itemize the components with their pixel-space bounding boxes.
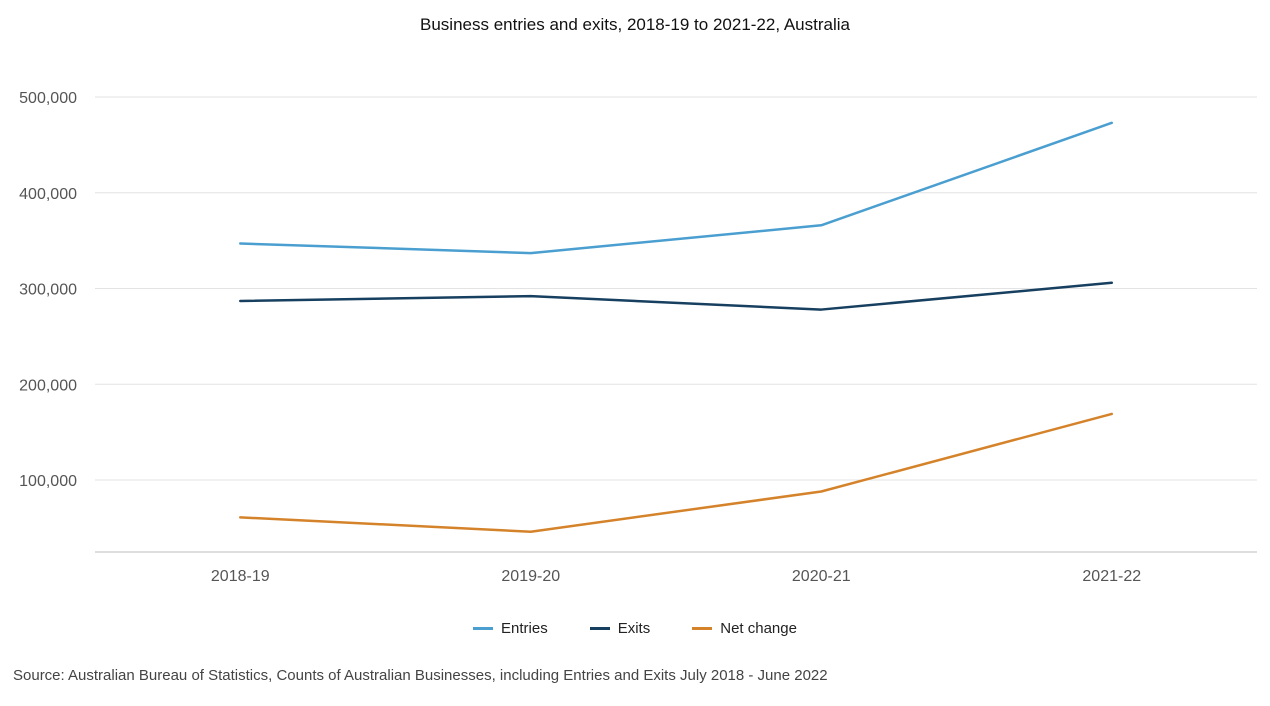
legend-label: Net change xyxy=(720,620,797,637)
y-tick-label: 300,000 xyxy=(19,282,77,299)
series-line-entries xyxy=(239,121,1113,255)
legend-item-net-change: Net change xyxy=(692,620,797,637)
x-tick-label: 2019-20 xyxy=(501,568,560,585)
y-tick-label: 500,000 xyxy=(19,90,77,107)
series-line-exits xyxy=(239,281,1113,311)
axes: 100,000 200,000 300,000 400,000 500,000 2018-… xyxy=(19,90,1257,585)
data-point-entries xyxy=(237,240,243,246)
data-point-exits xyxy=(237,298,243,304)
data-point-exits xyxy=(528,293,534,299)
data-point-entries xyxy=(528,250,534,256)
y-tick-label: 200,000 xyxy=(19,377,77,394)
legend-item-entries: Entries xyxy=(473,620,548,637)
legend-swatch xyxy=(692,627,713,630)
data-point-exits xyxy=(818,307,824,313)
data-point-entries xyxy=(1109,120,1115,126)
data-point-net-change xyxy=(528,529,534,535)
x-tick-label: 2018-19 xyxy=(211,568,270,585)
source-note: Source: Australian Bureau of Statistics,… xyxy=(13,667,828,684)
data-point-exits xyxy=(1109,280,1115,286)
x-tick-label: 2021-22 xyxy=(1082,568,1141,585)
data-point-net-change xyxy=(237,514,243,520)
legend-swatch xyxy=(589,627,610,630)
x-tick-label: 2020-21 xyxy=(792,568,851,585)
data-point-entries xyxy=(818,222,824,228)
data-point-net-change xyxy=(1109,411,1115,417)
series-lines xyxy=(237,120,1115,535)
legend-label: Entries xyxy=(501,620,548,637)
y-tick-label: 100,000 xyxy=(19,473,77,490)
legend-swatch xyxy=(473,627,494,630)
legend-label: Exits xyxy=(617,620,651,637)
y-tick-label: 400,000 xyxy=(19,186,77,203)
gridlines xyxy=(95,96,1257,481)
chart-title: Business entries and exits, 2018-19 to 2… xyxy=(420,15,850,34)
series-line-net-change xyxy=(239,412,1113,533)
legend: Entries Exits Net change xyxy=(0,620,1270,637)
legend-item-exits: Exits xyxy=(589,620,651,637)
data-point-net-change xyxy=(818,488,824,494)
